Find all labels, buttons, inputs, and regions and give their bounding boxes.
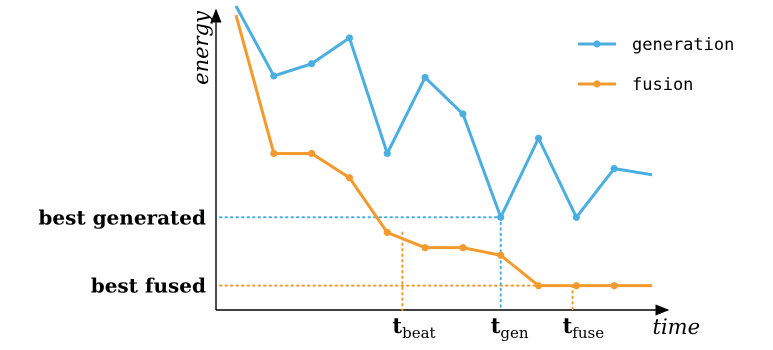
data-point-generation-8 — [534, 134, 543, 142]
series-line-generation — [234, 5, 653, 219]
data-point-generation-5 — [421, 73, 429, 82]
data-point-fusion-5 — [421, 244, 429, 252]
data-point-fusion-1 — [270, 149, 278, 158]
x-marker-label-2: tfuse — [563, 313, 605, 342]
data-point-fusion-10 — [610, 282, 618, 290]
data-point-fusion-6 — [459, 244, 467, 252]
x-axis-label: time — [653, 315, 701, 339]
y-axis-label: energy — [189, 10, 213, 85]
data-point-fusion-2 — [308, 149, 316, 158]
series-line-fusion — [234, 14, 652, 288]
legend-marker-generation — [593, 40, 601, 48]
data-point-fusion-7 — [497, 251, 505, 259]
data-point-generation-4 — [383, 149, 391, 158]
data-point-generation-9 — [572, 213, 580, 221]
data-point-fusion-8 — [534, 282, 543, 290]
reference-lines: best generated best fused tbeat tgen tfuse — [38, 205, 604, 342]
x-marker-label-1: tgen — [491, 313, 529, 342]
x-marker-label-0: tbeat — [392, 313, 435, 342]
data-point-generation-6 — [459, 110, 467, 118]
label-layer: energy time — [189, 10, 700, 339]
data-point-generation-2 — [308, 60, 316, 68]
data-point-generation-3 — [345, 34, 354, 42]
data-point-generation-1 — [270, 72, 278, 80]
legend-label-generation: generation — [632, 35, 734, 55]
reference-label-1: best fused — [91, 274, 206, 298]
legend: generation fusion — [578, 35, 734, 95]
data-point-fusion-3 — [345, 174, 354, 182]
series-layer — [234, 5, 653, 290]
data-point-generation-7 — [497, 213, 505, 221]
data-point-fusion-9 — [572, 282, 580, 290]
legend-label-fusion: fusion — [632, 75, 693, 95]
legend-marker-fusion — [593, 80, 601, 88]
data-point-generation-10 — [610, 165, 618, 173]
data-point-fusion-4 — [383, 228, 391, 237]
reference-label-0: best generated — [38, 205, 206, 229]
